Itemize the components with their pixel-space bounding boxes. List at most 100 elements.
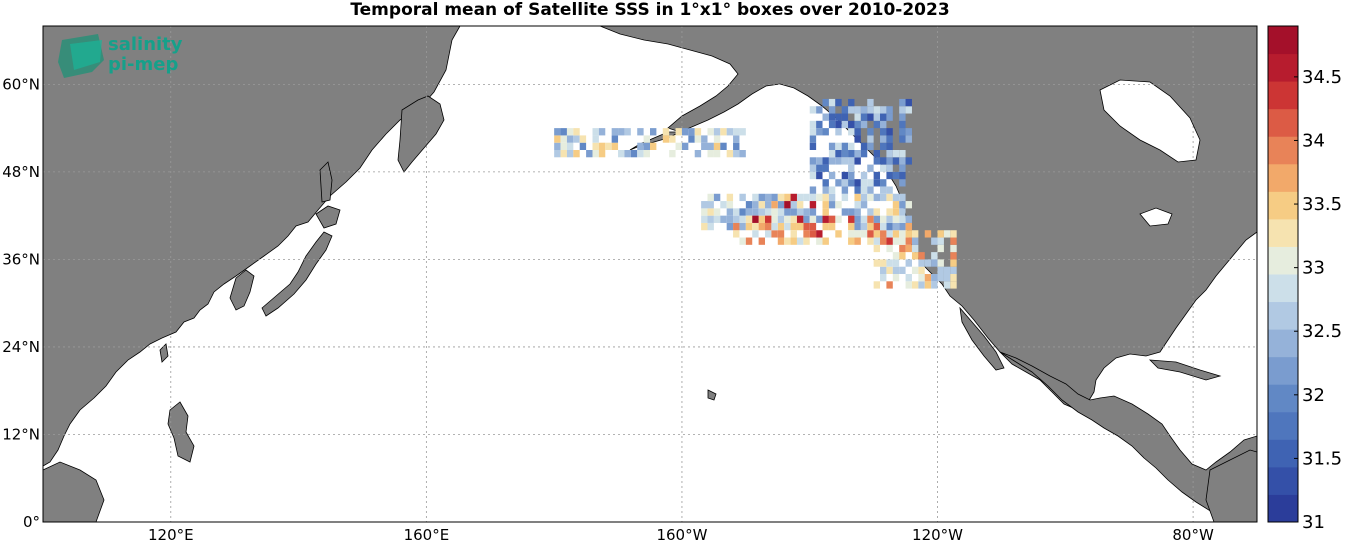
sss-cell <box>777 237 785 245</box>
sss-cell <box>771 201 778 209</box>
sss-cell <box>771 215 778 223</box>
sss-cell <box>598 150 606 158</box>
sss-cell <box>911 237 919 245</box>
sss-cell <box>873 157 881 165</box>
sss-cell <box>828 150 836 158</box>
sss-cell <box>854 179 861 187</box>
sss-cell <box>937 259 944 267</box>
colorbar-swatch <box>1268 26 1298 55</box>
sss-cell <box>886 237 893 245</box>
sss-cell <box>873 259 881 267</box>
sss-cell <box>720 128 727 136</box>
sss-cell <box>816 230 823 238</box>
sss-cell <box>713 150 721 158</box>
colorbar-swatch <box>1268 274 1298 303</box>
sss-cell <box>943 230 951 238</box>
map-title: Temporal mean of Satellite SSS in 1°x1° … <box>350 0 949 20</box>
sss-cell <box>560 135 567 143</box>
sss-cell <box>943 266 951 274</box>
sss-cell <box>892 237 900 245</box>
sss-cell <box>867 128 874 136</box>
sss-cell <box>809 215 817 223</box>
sss-cell <box>637 150 644 158</box>
sss-cell <box>822 222 829 231</box>
sss-cell <box>713 135 721 143</box>
colorbar-swatch <box>1268 329 1298 358</box>
sss-cell <box>707 193 714 202</box>
sss-cell <box>835 179 842 187</box>
sss-cell <box>867 230 874 238</box>
sss-cell <box>828 222 836 231</box>
sss-cell <box>822 157 829 165</box>
sss-cell <box>867 208 874 216</box>
sss-cell <box>809 193 817 202</box>
sss-cell <box>899 179 906 187</box>
sss-cell <box>937 266 944 274</box>
sss-cell <box>918 259 925 267</box>
sss-cell <box>886 113 893 121</box>
sss-cell <box>816 157 823 165</box>
sss-cell <box>860 222 868 231</box>
sss-cell <box>809 128 817 136</box>
sss-cell <box>873 179 881 187</box>
sss-cell <box>758 215 766 223</box>
sss-cell <box>733 135 740 143</box>
sss-cell <box>573 135 580 143</box>
sss-cell <box>905 98 912 107</box>
sss-cell <box>911 281 919 289</box>
sss-cell <box>618 150 625 158</box>
sss-cell <box>809 222 817 231</box>
sss-cell <box>554 150 561 158</box>
sss-cell <box>733 215 740 223</box>
sss-cell <box>835 128 842 136</box>
logo-text-salinity: salinity <box>108 34 183 55</box>
sss-cell <box>701 215 708 223</box>
colorbar: 31 31.5 32 32.5 33 33.5 34 34.5 <box>1267 25 1342 533</box>
sss-cell <box>854 106 861 114</box>
sss-cell <box>828 113 836 121</box>
colorbar-swatch <box>1268 191 1298 220</box>
sss-cell <box>777 215 785 223</box>
sss-cell <box>918 252 925 260</box>
colorbar-swatch <box>1268 163 1298 192</box>
sss-cell <box>841 208 849 216</box>
graticule <box>43 26 1257 522</box>
sss-cell <box>899 135 906 143</box>
sss-cell <box>886 215 893 223</box>
sss-cell <box>707 150 714 158</box>
sss-cell <box>611 128 619 136</box>
sss-cell <box>637 128 644 136</box>
sss-cell <box>848 179 855 187</box>
sss-cell <box>892 201 900 209</box>
sss-cell <box>880 135 887 143</box>
longitude-labels: 120°E 160°E 160°W 120°W 80°W <box>148 526 1214 544</box>
sss-cell <box>726 222 734 231</box>
sss-cell <box>828 193 836 202</box>
map-frame <box>42 25 1258 523</box>
sss-cell <box>841 186 849 194</box>
sss-cell <box>828 142 836 150</box>
sss-cell <box>752 208 759 216</box>
sss-cell <box>873 208 881 216</box>
sss-cell <box>905 135 912 143</box>
sss-cell <box>848 106 855 114</box>
sss-cell <box>777 208 785 216</box>
sss-cell <box>816 215 823 223</box>
sss-cell <box>918 274 925 282</box>
sss-cell <box>841 193 849 202</box>
sss-cell <box>860 179 868 187</box>
sss-cell <box>835 157 842 165</box>
sss-cell <box>566 142 574 150</box>
sss-cell <box>739 193 746 202</box>
sss-cell <box>848 150 855 158</box>
sss-cell <box>809 230 817 238</box>
sss-cell <box>950 237 957 245</box>
sss-cell <box>892 157 900 165</box>
sss-cell <box>892 150 900 158</box>
sss-cell <box>809 164 817 172</box>
sss-cell <box>860 120 868 129</box>
sss-cell <box>765 215 772 223</box>
sss-cell <box>579 142 587 150</box>
colorbar-swatch <box>1268 246 1298 275</box>
sss-cell <box>707 215 714 223</box>
